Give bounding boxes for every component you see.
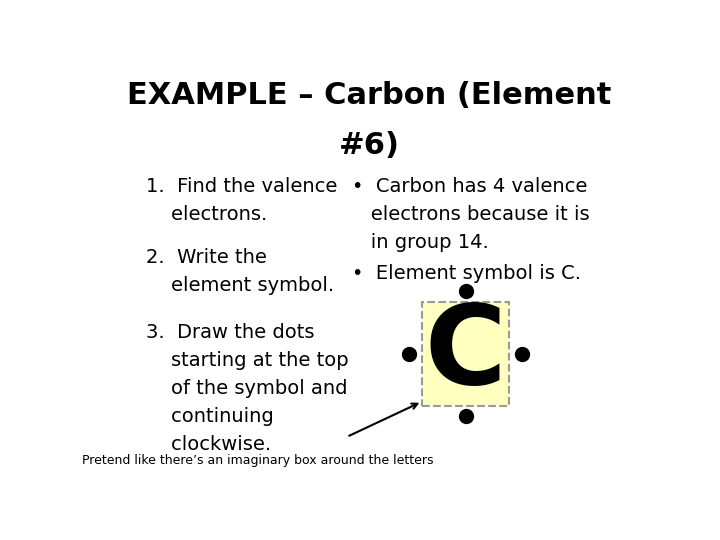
Text: EXAMPLE – Carbon (Element: EXAMPLE – Carbon (Element xyxy=(127,82,611,111)
Text: C: C xyxy=(425,300,506,407)
Bar xyxy=(422,302,508,406)
Text: 1.  Find the valence
    electrons.: 1. Find the valence electrons. xyxy=(145,177,337,224)
Text: •  Carbon has 4 valence
   electrons because it is
   in group 14.: • Carbon has 4 valence electrons because… xyxy=(352,177,590,252)
Text: Pretend like there’s an imaginary box around the letters: Pretend like there’s an imaginary box ar… xyxy=(81,454,433,467)
Text: 2.  Write the
    element symbol.: 2. Write the element symbol. xyxy=(145,248,334,295)
Text: •  Element symbol is C.: • Element symbol is C. xyxy=(352,265,581,284)
Text: 3.  Draw the dots
    starting at the top
    of the symbol and
    continuing
 : 3. Draw the dots starting at the top of … xyxy=(145,322,348,454)
Text: #6): #6) xyxy=(338,131,400,160)
